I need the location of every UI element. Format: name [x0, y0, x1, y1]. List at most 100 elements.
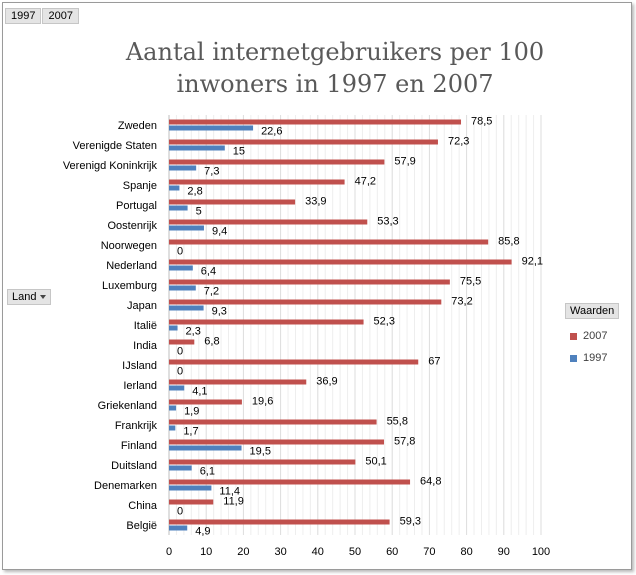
category-label: Zweden	[118, 120, 157, 132]
data-label-1997: 22,6	[261, 126, 282, 138]
bar-2007	[169, 279, 450, 285]
bar-1997	[169, 145, 225, 151]
legend-swatch-2007	[570, 332, 577, 340]
data-label-2007: 72,3	[448, 136, 469, 148]
category-label: Griekenland	[98, 400, 157, 412]
data-label-2007: 92,1	[522, 256, 543, 268]
bar-2007	[169, 459, 356, 465]
bar-1997	[169, 525, 188, 531]
data-label-1997: 7,2	[204, 286, 219, 298]
x-tick-label: 50	[349, 546, 361, 558]
chart-title-line-2: inwoners in 1997 en 2007	[176, 70, 494, 98]
category-label: Spanje	[123, 180, 157, 192]
category-label: Verenigd Koninkrijk	[63, 160, 158, 172]
legend-item-1997: 1997	[570, 347, 607, 369]
data-label-2007: 57,8	[394, 436, 415, 448]
bar-1997	[169, 125, 254, 131]
data-label-2007: 73,2	[451, 296, 472, 308]
category-label: Denemarken	[94, 480, 157, 492]
bar-1997	[169, 185, 180, 191]
category-label: Nederland	[106, 260, 157, 272]
category-label: IJsland	[122, 360, 157, 372]
data-label-2007: 67	[428, 356, 440, 368]
bar-2007	[169, 199, 296, 205]
data-label-1997: 6,1	[200, 466, 215, 478]
category-label: Duitsland	[111, 460, 157, 472]
chart-frame	[2, 2, 632, 570]
bar-2007	[169, 319, 364, 325]
bar-1997	[169, 165, 197, 171]
data-label-1997: 15	[233, 146, 245, 158]
category-label: België	[126, 520, 157, 532]
data-label-2007: 64,8	[420, 476, 441, 488]
bar-2007	[169, 179, 345, 185]
data-label-1997: 0	[177, 346, 183, 358]
data-label-2007: 75,5	[460, 276, 481, 288]
x-tick-label: 70	[423, 546, 435, 558]
data-label-1997: 4,1	[192, 386, 207, 398]
category-label: Frankrijk	[115, 420, 158, 432]
legend: 2007 1997	[570, 325, 607, 369]
bar-1997	[169, 385, 185, 391]
x-tick-label: 90	[498, 546, 510, 558]
bar-2007	[169, 499, 214, 505]
bar-2007	[169, 139, 438, 145]
x-tick-label: 0	[166, 546, 172, 558]
bar-2007	[169, 399, 242, 405]
bar-1997	[169, 305, 204, 311]
legend-field-button[interactable]: Waarden	[565, 303, 620, 319]
bar-1997	[169, 485, 212, 491]
bar-1997	[169, 445, 242, 451]
bar-1997	[169, 205, 188, 211]
bar-1997	[169, 225, 204, 231]
field-button-1997[interactable]: 1997	[5, 8, 42, 24]
category-label: Oostenrijk	[107, 220, 157, 232]
data-label-1997: 6,4	[201, 266, 216, 278]
data-label-2007: 78,5	[471, 116, 492, 128]
bar-2007	[169, 419, 377, 425]
data-label-2007: 53,3	[377, 216, 398, 228]
data-label-2007: 52,3	[374, 316, 395, 328]
field-button-2007[interactable]: 2007	[42, 8, 79, 24]
data-label-2007: 33,9	[305, 196, 326, 208]
x-tick-label: 80	[460, 546, 472, 558]
data-label-1997: 4,9	[195, 526, 210, 538]
x-tick-label: 20	[237, 546, 249, 558]
category-label: Ierland	[123, 380, 157, 392]
legend-swatch-1997	[570, 354, 577, 362]
bar-2007	[169, 359, 419, 365]
chevron-down-icon	[40, 295, 47, 299]
category-label: Japan	[127, 300, 157, 312]
bar-2007	[169, 519, 390, 525]
data-label-1997: 11,4	[219, 486, 240, 498]
value-field-buttons: 1997 2007	[5, 8, 79, 24]
category-label: Verenigde Staten	[73, 140, 157, 152]
x-tick-label: 30	[274, 546, 286, 558]
data-label-1997: 5	[196, 206, 202, 218]
bar-1997	[169, 405, 177, 411]
category-label: Finland	[121, 440, 157, 452]
category-label: Portugal	[116, 200, 157, 212]
bar-2007	[169, 439, 385, 445]
bar-1997	[169, 325, 178, 331]
axis-field-button[interactable]: Land	[7, 289, 52, 305]
data-label-1997: 1,7	[183, 426, 198, 438]
data-label-1997: 2,3	[186, 326, 201, 338]
data-label-2007: 19,6	[252, 396, 273, 408]
data-label-2007: 47,2	[355, 176, 376, 188]
bar-2007	[169, 119, 462, 125]
data-label-2007: 36,9	[316, 376, 337, 388]
data-label-2007: 50,1	[365, 456, 386, 468]
x-tick-label: 100	[532, 546, 550, 558]
x-tick-label: 10	[200, 546, 212, 558]
legend-label-2007: 2007	[583, 330, 608, 342]
legend-label-1997: 1997	[583, 352, 608, 364]
data-label-2007: 57,9	[394, 156, 415, 168]
x-tick-label: 60	[386, 546, 398, 558]
bar-2007	[169, 479, 411, 485]
bar-2007	[169, 339, 195, 345]
data-label-1997: 9,3	[212, 306, 227, 318]
category-label: India	[133, 340, 158, 352]
bar-1997	[169, 465, 192, 471]
